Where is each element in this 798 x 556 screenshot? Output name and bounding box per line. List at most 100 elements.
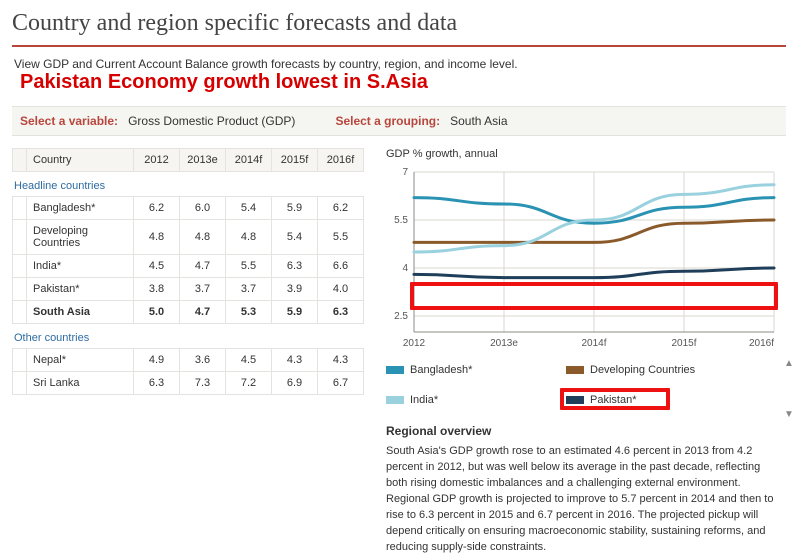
country-name: Pakistan* [27,278,134,301]
data-cell: 5.4 [272,220,318,255]
legend-swatch [386,396,404,404]
data-cell: 6.3 [134,372,180,395]
table-row[interactable]: India*4.54.75.56.36.6 [13,255,364,278]
legend-label: India* [410,394,438,406]
row-handle[interactable] [13,197,27,220]
data-cell: 3.7 [226,278,272,301]
col-year[interactable]: 2015f [272,149,318,172]
data-cell: 5.3 [226,301,272,324]
overview-heading: Regional overview [386,424,786,438]
annotation-banner: Pakistan Economy growth lowest in S.Asia [20,71,428,94]
legend-swatch [386,366,404,374]
data-cell: 6.0 [180,197,226,220]
data-cell: 4.0 [318,278,364,301]
data-cell: 5.9 [272,301,318,324]
legend-swatch [566,366,584,374]
data-cell: 4.5 [226,349,272,372]
row-handle[interactable] [13,278,27,301]
legend-label: Bangladesh* [410,364,472,376]
row-handle[interactable] [13,301,27,324]
row-handle[interactable] [13,372,27,395]
svg-text:2016f: 2016f [749,338,774,349]
svg-text:2015f: 2015f [671,338,696,349]
intro-row: View GDP and Current Account Balance gro… [0,57,798,98]
scroll-down-icon[interactable]: ▼ [784,409,794,420]
overview-body: South Asia's GDP growth rose to an estim… [386,444,778,556]
other-table: Nepal*4.93.64.54.34.3Sri Lanka6.37.37.26… [12,348,364,395]
data-cell: 5.4 [226,197,272,220]
data-cell: 4.7 [180,301,226,324]
table-row[interactable]: South Asia5.04.75.35.96.3 [13,301,364,324]
table-row[interactable]: Nepal*4.93.64.54.34.3 [13,349,364,372]
table-row[interactable]: Developing Countries4.84.84.85.45.5 [13,220,364,255]
data-cell: 5.5 [226,255,272,278]
data-cell: 5.9 [272,197,318,220]
svg-text:2.5: 2.5 [394,311,408,322]
chart-legend: Bangladesh* Developing Countries India* Pak… [386,364,756,406]
legend-item[interactable]: Bangladesh* [386,364,536,376]
data-cell: 4.8 [226,220,272,255]
variable-select-label: Select a variable: [20,114,118,128]
data-cell: 3.8 [134,278,180,301]
section-headline-label: Headline countries [12,180,364,192]
data-cell: 5.0 [134,301,180,324]
data-cell: 4.7 [180,255,226,278]
intro-text: View GDP and Current Account Balance gro… [14,57,518,71]
country-name: India* [27,255,134,278]
legend-swatch [566,396,584,404]
table-row[interactable]: Bangladesh*6.26.05.45.96.2 [13,197,364,220]
chart-panel: GDP % growth, annual 2.545.5720122013e20… [386,148,786,556]
data-cell: 7.2 [226,372,272,395]
section-other-label: Other countries [12,332,364,344]
data-cell: 6.9 [272,372,318,395]
page-title: Country and region specific forecasts an… [0,0,798,45]
selector-bar: Select a variable: Gross Domestic Produc… [12,106,786,136]
legend-item[interactable]: Pakistan* [566,394,716,406]
legend-item[interactable]: India* [386,394,536,406]
legend-item[interactable]: Developing Countries [566,364,716,376]
row-handle[interactable] [13,220,27,255]
data-cell: 6.6 [318,255,364,278]
col-country[interactable]: Country [27,149,134,172]
data-cell: 6.2 [134,197,180,220]
col-year[interactable]: 2013e [180,149,226,172]
legend-scrollbar[interactable]: ▲ ▼ [782,358,796,418]
country-name: Developing Countries [27,220,134,255]
header-table: Country 2012 2013e 2014f 2015f 2016f [12,148,364,172]
col-year[interactable]: 2016f [318,149,364,172]
row-handle[interactable] [13,255,27,278]
data-table-panel: Country 2012 2013e 2014f 2015f 2016f Hea… [12,148,364,556]
col-year[interactable]: 2014f [226,149,272,172]
data-cell: 3.6 [180,349,226,372]
chart-title: GDP % growth, annual [386,148,786,160]
country-name: Sri Lanka [27,372,134,395]
data-cell: 3.7 [180,278,226,301]
data-cell: 4.8 [180,220,226,255]
legend-label: Pakistan* [590,394,636,406]
grouping-select-value[interactable]: South Asia [450,114,507,128]
table-row[interactable]: Pakistan*3.83.73.73.94.0 [13,278,364,301]
svg-text:7: 7 [402,167,408,178]
data-cell: 7.3 [180,372,226,395]
data-cell: 4.9 [134,349,180,372]
data-cell: 4.8 [134,220,180,255]
svg-text:2012: 2012 [403,338,426,349]
country-name: Bangladesh* [27,197,134,220]
data-cell: 3.9 [272,278,318,301]
table-row[interactable]: Sri Lanka6.37.37.26.96.7 [13,372,364,395]
data-cell: 4.3 [318,349,364,372]
variable-select-value[interactable]: Gross Domestic Product (GDP) [128,114,295,128]
svg-text:2013e: 2013e [490,338,518,349]
col-year[interactable]: 2012 [134,149,180,172]
gdp-line-chart: 2.545.5720122013e2014f2015f2016f [386,164,778,354]
row-handle[interactable] [13,349,27,372]
data-cell: 6.3 [318,301,364,324]
scroll-up-icon[interactable]: ▲ [784,358,794,369]
svg-text:4: 4 [402,263,408,274]
country-name: South Asia [27,301,134,324]
grouping-select-label: Select a grouping: [335,114,440,128]
data-cell: 6.7 [318,372,364,395]
country-name: Nepal* [27,349,134,372]
row-handle[interactable] [13,149,27,172]
data-cell: 4.3 [272,349,318,372]
